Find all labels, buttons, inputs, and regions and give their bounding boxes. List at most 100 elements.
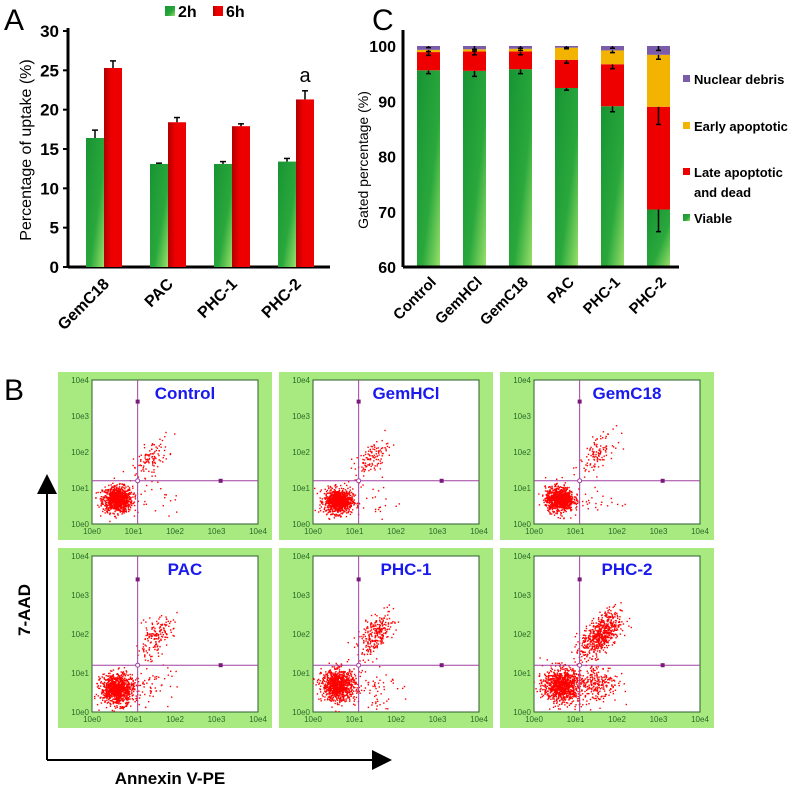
scatter-point	[113, 676, 115, 678]
scatter-point	[135, 697, 138, 700]
scatter-point	[151, 628, 153, 630]
scatter-point	[347, 504, 349, 506]
scatter-point	[125, 689, 128, 692]
scatter-point	[113, 695, 115, 697]
scatter-point	[126, 680, 129, 682]
scatter-point	[593, 454, 595, 456]
scatter-point	[599, 459, 602, 461]
scatter-point	[348, 681, 350, 683]
scatter-point	[329, 505, 332, 508]
scatter-point	[116, 501, 118, 503]
scatter-point	[341, 496, 343, 499]
scatter-point	[342, 504, 345, 506]
x-tick-label: 10e0	[304, 527, 322, 536]
scatter-point	[120, 695, 122, 698]
scatter-point	[580, 459, 582, 461]
scatter-point	[112, 490, 115, 492]
scatter-point	[115, 485, 117, 487]
scatter-point	[339, 498, 341, 500]
scatter-point	[104, 512, 106, 514]
scatter-point	[110, 487, 113, 489]
scatter-point	[119, 506, 122, 508]
scatter-point	[332, 677, 334, 679]
scatter-point	[319, 688, 321, 690]
scatter-point	[589, 464, 591, 466]
y-tick-label: 100	[369, 39, 396, 56]
scatter-point	[119, 707, 121, 710]
scatter-point	[348, 496, 350, 498]
scatter-point	[564, 489, 566, 492]
scatter-point	[565, 503, 567, 505]
scatter-point	[124, 679, 127, 682]
y-tick-label: 10e3	[71, 591, 89, 600]
scatter-point	[138, 690, 140, 692]
scatter-point	[154, 687, 157, 689]
scatter-point	[558, 494, 561, 497]
scatter-point	[329, 691, 332, 693]
scatter-point	[325, 501, 328, 503]
scatter-point	[153, 471, 155, 473]
scatter-point	[333, 498, 336, 501]
scatter-point	[117, 680, 119, 683]
scatter-point	[114, 701, 116, 703]
scatter-point	[119, 506, 121, 509]
scatter-point	[327, 688, 330, 690]
scatter-point	[148, 648, 150, 651]
scatter-point	[132, 496, 134, 498]
scatter-point	[107, 679, 110, 682]
scatter-point	[327, 500, 330, 502]
scatter-point	[330, 513, 333, 516]
scatter-point	[606, 505, 609, 507]
scatter-point	[544, 498, 547, 500]
scatter-point	[113, 696, 116, 698]
scatter-point	[114, 705, 116, 708]
scatter-point	[319, 688, 322, 691]
scatter-point	[347, 697, 349, 699]
scatter-point	[105, 687, 107, 689]
scatter-point	[347, 501, 350, 503]
scatter-point	[348, 668, 351, 671]
scatter-point	[319, 679, 321, 682]
scatter-point	[95, 497, 97, 499]
scatter-point	[110, 690, 112, 693]
scatter-point	[574, 501, 576, 503]
scatter-point	[155, 643, 157, 645]
scatter-point	[140, 454, 143, 456]
scatter-point	[554, 491, 556, 493]
y-tick-label: 5	[50, 219, 59, 238]
scatter-point	[591, 436, 594, 438]
scatter-point	[565, 502, 568, 504]
scatter-point	[129, 678, 131, 681]
scatter-point	[319, 504, 321, 506]
scatter-point	[559, 500, 561, 503]
scatter-point	[113, 500, 115, 502]
scatter-point	[120, 694, 122, 697]
scatter-point	[118, 703, 120, 705]
scatter-point	[115, 487, 117, 489]
scatter-point	[121, 679, 124, 682]
scatter-point	[150, 660, 152, 663]
bar-6h-PAC	[168, 122, 186, 268]
scatter-point	[345, 484, 348, 487]
scatter-point	[349, 498, 351, 500]
scatter-point	[101, 676, 103, 678]
scatter-point	[360, 454, 362, 457]
scatter-point	[377, 452, 380, 454]
gate-handle	[577, 399, 582, 404]
scatter-point	[149, 692, 152, 694]
scatter-point	[111, 505, 114, 508]
scatter-point	[123, 510, 125, 513]
scatter-point	[558, 502, 560, 504]
scatter-point	[345, 512, 348, 514]
scatter-point	[157, 622, 160, 624]
scatter-point	[119, 482, 121, 485]
scatter-point	[562, 498, 565, 501]
scatter-point	[317, 511, 320, 513]
scatter-point	[368, 464, 370, 466]
scatter-point	[114, 508, 117, 510]
scatter-point	[340, 501, 343, 504]
scatter-point	[129, 693, 131, 695]
scatter-point	[596, 438, 598, 440]
scatter-point	[123, 681, 125, 684]
scatter-point	[118, 688, 120, 690]
